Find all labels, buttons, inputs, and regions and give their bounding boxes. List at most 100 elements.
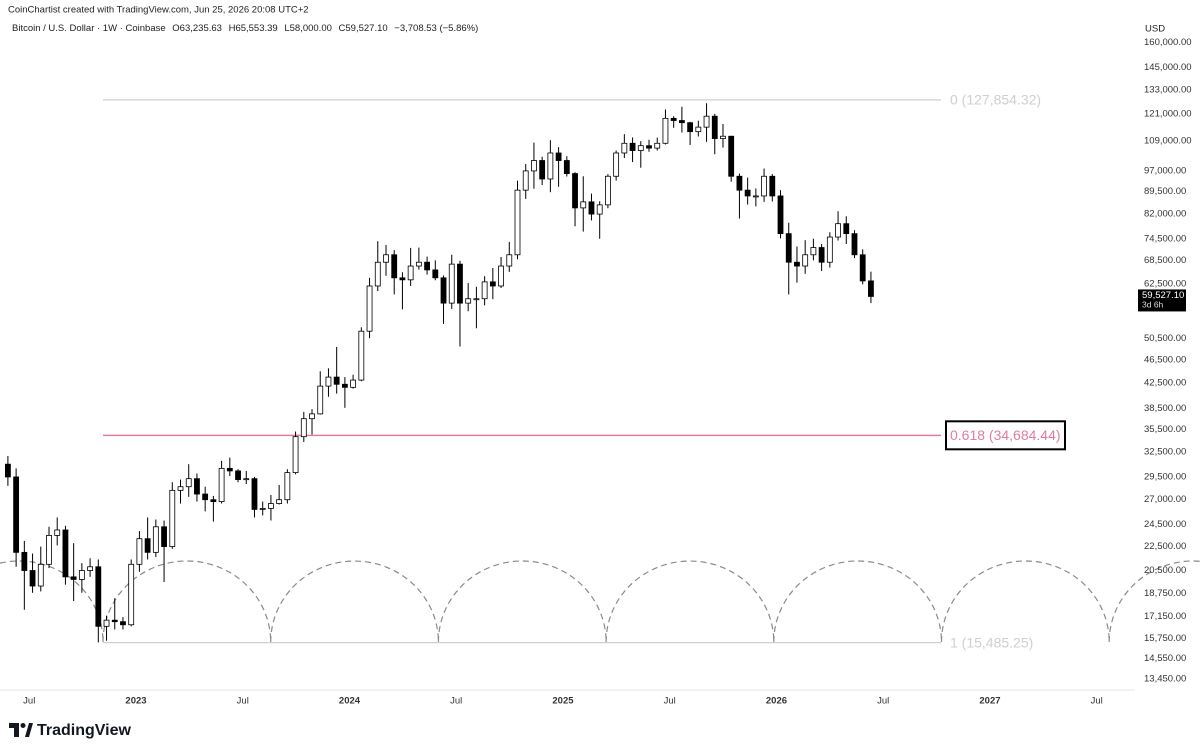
change-value: −3,708.53 (−5.86%) — [394, 23, 478, 34]
symbol: Bitcoin / U.S. Dollar · 1W · Coinbase — [12, 23, 166, 34]
y-tick-label: 24,500.00 — [1144, 519, 1186, 530]
candle-body — [440, 277, 447, 304]
candle-body — [465, 298, 472, 304]
candle-body — [391, 254, 398, 279]
candle-body — [284, 472, 291, 501]
candle-body — [292, 436, 299, 474]
candle-body — [818, 247, 825, 263]
candle-body — [120, 621, 126, 626]
candle-body — [251, 478, 258, 510]
y-tick-label: 18,750.00 — [1144, 588, 1186, 599]
last-price-tag — [1138, 289, 1186, 312]
candle-body — [194, 478, 200, 495]
candle-body — [78, 570, 85, 580]
y-tick-label: 20,500.00 — [1144, 565, 1186, 576]
candle-body — [37, 563, 44, 587]
candle-body — [144, 538, 151, 553]
cycle-arc — [270, 560, 439, 643]
candle-body — [613, 152, 620, 177]
candle-body — [810, 247, 817, 256]
candle-body — [243, 478, 250, 481]
low-value: L58,000.00 — [284, 23, 332, 34]
close-value: C59,527.10 — [339, 23, 388, 34]
candle-body — [226, 467, 233, 472]
x-tick-label: Jul — [1091, 696, 1103, 707]
candle-body — [629, 142, 636, 151]
candle-body — [259, 508, 266, 510]
y-tick-label: 62,500.00 — [1144, 278, 1186, 289]
candle-body — [169, 489, 176, 547]
candle-body — [4, 463, 11, 478]
logo-icon — [25, 723, 33, 737]
y-tick-label: 17,150.00 — [1144, 611, 1186, 622]
y-tick-label: 160,000.00 — [1144, 37, 1192, 48]
candle-body — [777, 195, 784, 235]
candle-body — [177, 486, 184, 491]
y-tick-label: 109,000.00 — [1144, 135, 1192, 146]
candle-body — [21, 551, 28, 571]
candle-body — [95, 566, 102, 627]
y-tick-label: 46,500.00 — [1144, 354, 1186, 365]
candle-body — [457, 263, 463, 304]
currency: USD — [1145, 24, 1165, 35]
logo: TradingView — [9, 722, 132, 739]
candle-body — [448, 263, 455, 304]
candle-body — [859, 254, 866, 282]
candle-body — [54, 529, 61, 536]
y-tick-label: 97,000.00 — [1144, 165, 1186, 176]
candle-body — [46, 534, 52, 565]
x-tick-label: 2026 — [766, 696, 787, 707]
cycle-arc — [773, 560, 943, 643]
y-tick-label: 32,500.00 — [1144, 447, 1186, 458]
candle-body — [383, 254, 389, 263]
y-tick-label: 42,500.00 — [1144, 378, 1186, 389]
candle-body — [415, 261, 422, 267]
cycle-arc — [102, 560, 272, 643]
candle-body — [374, 261, 381, 287]
candle-body — [555, 152, 562, 161]
y-tick-label: 82,000.00 — [1144, 209, 1186, 220]
candle-body — [366, 285, 373, 332]
cycle-arc — [437, 560, 607, 643]
candle-body — [325, 376, 332, 387]
candle-body — [152, 526, 159, 553]
x-tick-label: Jul — [877, 696, 889, 707]
x-tick-label: Jul — [664, 696, 676, 707]
candle-body — [621, 142, 628, 154]
candle-body — [744, 189, 751, 197]
candle-body — [835, 223, 841, 238]
candle-body — [572, 173, 578, 209]
candle-body — [514, 189, 521, 256]
candle-body — [202, 493, 209, 501]
last-price-label: 59,527.10 — [1142, 290, 1184, 301]
y-tick-label: 121,000.00 — [1144, 109, 1192, 120]
candle-body — [637, 145, 644, 151]
y-tick-label: 27,000.00 — [1144, 494, 1186, 505]
candle-body — [498, 265, 504, 287]
candle-body — [300, 418, 307, 438]
candle-body — [87, 566, 93, 571]
y-tick-label: 14,550.00 — [1144, 653, 1186, 664]
candle-body — [70, 576, 77, 580]
y-tick-label: 133,000.00 — [1144, 84, 1192, 95]
x-tick-label: 2025 — [552, 696, 574, 707]
cycle-arc — [605, 560, 775, 643]
high-value: H65,553.39 — [229, 23, 278, 34]
x-tick-label: Jul — [237, 696, 249, 707]
candle-body — [769, 175, 776, 197]
logo-icon — [14, 723, 19, 737]
candle-body — [826, 236, 833, 263]
candle-body — [687, 122, 694, 133]
y-tick-label: 89,500.00 — [1144, 186, 1186, 197]
y-tick-label: 13,450.00 — [1144, 673, 1186, 684]
candle-body — [399, 277, 406, 281]
candle-body — [407, 265, 414, 281]
candle-body — [539, 160, 546, 180]
candle-body — [761, 175, 767, 197]
open-value: O63,235.63 — [172, 23, 222, 34]
candle-body — [185, 478, 192, 488]
candle-body — [563, 160, 570, 174]
candle-body — [268, 503, 274, 509]
cycle-arc — [940, 560, 1110, 643]
